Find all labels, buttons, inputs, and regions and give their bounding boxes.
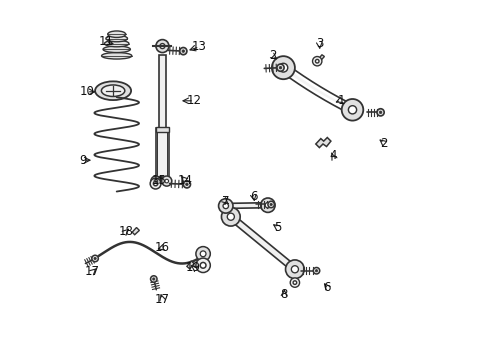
Circle shape	[313, 267, 319, 274]
Bar	[155, 127, 169, 132]
Circle shape	[260, 198, 275, 212]
Bar	[155, 127, 169, 177]
Polygon shape	[315, 138, 330, 148]
Circle shape	[153, 181, 158, 186]
Circle shape	[152, 278, 155, 280]
Text: 1: 1	[337, 94, 344, 107]
Circle shape	[341, 99, 363, 121]
Bar	[159, 55, 165, 127]
Circle shape	[94, 257, 96, 260]
Circle shape	[347, 106, 356, 114]
Circle shape	[164, 179, 168, 183]
Circle shape	[156, 40, 168, 53]
Circle shape	[218, 199, 232, 213]
Polygon shape	[228, 214, 296, 272]
Polygon shape	[318, 55, 324, 61]
Text: 2: 2	[380, 137, 387, 150]
Text: 5: 5	[273, 221, 281, 234]
Circle shape	[379, 111, 381, 114]
Circle shape	[151, 176, 161, 186]
Text: 18: 18	[119, 225, 134, 238]
Ellipse shape	[102, 53, 132, 59]
Circle shape	[185, 183, 188, 186]
Text: 17: 17	[155, 293, 169, 306]
Circle shape	[312, 57, 321, 66]
Polygon shape	[186, 261, 194, 269]
Circle shape	[271, 56, 294, 79]
Circle shape	[182, 50, 184, 53]
Circle shape	[264, 202, 270, 208]
Text: 9: 9	[80, 154, 87, 167]
Circle shape	[279, 63, 287, 72]
Ellipse shape	[104, 40, 129, 47]
Circle shape	[285, 260, 304, 279]
Text: 15: 15	[151, 174, 166, 186]
Circle shape	[200, 262, 205, 268]
Circle shape	[279, 66, 281, 69]
Circle shape	[221, 207, 240, 226]
Text: 2: 2	[268, 49, 276, 62]
Circle shape	[289, 278, 299, 287]
Circle shape	[179, 48, 186, 55]
Ellipse shape	[106, 35, 127, 42]
Circle shape	[154, 179, 158, 183]
Circle shape	[227, 213, 234, 220]
Text: 6: 6	[323, 281, 330, 294]
Circle shape	[162, 176, 171, 186]
Circle shape	[223, 203, 228, 209]
Circle shape	[200, 251, 205, 257]
Circle shape	[92, 255, 98, 262]
Ellipse shape	[95, 81, 131, 100]
Text: 8: 8	[280, 288, 287, 301]
Text: 17: 17	[85, 265, 100, 278]
Circle shape	[292, 281, 296, 284]
Circle shape	[276, 64, 284, 71]
Circle shape	[150, 276, 157, 282]
Text: 13: 13	[192, 40, 206, 53]
Circle shape	[150, 178, 161, 189]
Ellipse shape	[101, 85, 124, 96]
Ellipse shape	[107, 31, 125, 37]
Text: 19: 19	[185, 261, 201, 274]
Circle shape	[196, 258, 210, 273]
Text: 12: 12	[186, 94, 201, 107]
Ellipse shape	[103, 46, 130, 53]
Text: 6: 6	[249, 190, 257, 203]
Circle shape	[196, 247, 210, 261]
Circle shape	[160, 44, 164, 49]
Text: 3: 3	[315, 37, 323, 50]
Circle shape	[291, 266, 298, 273]
Circle shape	[269, 203, 272, 206]
Circle shape	[267, 201, 274, 208]
Text: 4: 4	[328, 149, 336, 162]
Polygon shape	[132, 228, 139, 235]
Text: 10: 10	[79, 85, 94, 98]
Text: 14: 14	[177, 174, 192, 186]
Circle shape	[315, 59, 318, 63]
Circle shape	[315, 270, 317, 272]
Polygon shape	[225, 203, 267, 208]
Text: 16: 16	[155, 241, 169, 254]
Text: 7: 7	[222, 195, 229, 208]
Text: 11: 11	[98, 35, 113, 48]
Circle shape	[376, 109, 384, 116]
Circle shape	[183, 181, 190, 188]
